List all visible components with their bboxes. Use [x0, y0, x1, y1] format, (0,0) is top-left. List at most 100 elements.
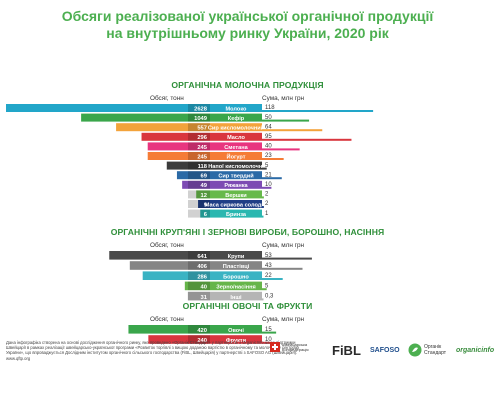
swiss-logo-text: Швейцарська Конфедерація [282, 342, 309, 352]
category-box-grains-3 [210, 271, 262, 280]
category-box-dairy-9 [210, 180, 262, 189]
volume-value-dairy-11: 9 [204, 202, 208, 208]
sum-value-dairy-4: 95 [265, 134, 272, 140]
sum-value-dairy-1: 118 [265, 105, 275, 111]
volume-value-box-dairy-12 [188, 209, 210, 218]
category-label-grains-3: Борошно [223, 274, 249, 280]
organic-standard-text: Органік Стандарт [424, 344, 447, 356]
category-label-dairy-6: Йогурт [227, 152, 246, 160]
volume-value-dairy-8: 69 [201, 174, 208, 180]
sum-value-dairy-7: 5 [265, 163, 269, 169]
volume-value-box-dairy-3 [188, 123, 210, 132]
sum-bar-dairy-10 [262, 196, 264, 199]
sum-value-dairy-6: 23 [265, 153, 272, 159]
category-box-dairy-7 [210, 161, 262, 170]
volume-bar-dairy-10 [196, 190, 210, 199]
volume-bar-grains-5 [187, 291, 210, 301]
category-box-dairy-12 [210, 209, 262, 218]
fibl-logo: FiBL [332, 343, 361, 358]
volume-header-grains: Обсяг, тонн [150, 242, 184, 249]
sum-bar-grains-5 [262, 298, 264, 301]
page-title: Обсяги реалізованої української органічн… [0, 8, 495, 42]
category-box-dairy-2 [210, 113, 262, 122]
volume-value-box-grains-4 [188, 281, 210, 291]
sum-header-vegetables: Сума, млн грн [262, 316, 305, 323]
sum-bar-dairy-3 [262, 129, 323, 132]
safoso-logo: SAFOSO [370, 347, 400, 354]
category-label-vegetables-1: Овочі [228, 328, 244, 334]
sum-bar-dairy-8 [262, 177, 282, 180]
category-label-dairy-2: Кефір [228, 115, 245, 122]
sum-value-grains-5: 0,3 [265, 294, 274, 300]
volume-value-dairy-3: 557 [197, 126, 207, 132]
sum-bar-dairy-9 [262, 186, 272, 189]
category-label-dairy-11: Маса сиркова солодка [205, 202, 268, 208]
title-line-1: Обсяги реалізованої української органічн… [61, 8, 434, 24]
sum-bar-dairy-6 [262, 158, 284, 160]
volume-value-box-dairy-2 [188, 113, 210, 122]
category-label-grains-1: Крупи [228, 254, 245, 260]
sum-bar-dairy-5 [262, 148, 300, 151]
volume-value-dairy-7: 118 [198, 164, 208, 170]
volume-value-grains-5: 31 [201, 295, 208, 301]
volume-value-vegetables-1: 420 [197, 328, 207, 334]
sum-value-dairy-5: 40 [265, 144, 272, 150]
volume-value-grains-4: 40 [201, 285, 207, 291]
volume-bar-dairy-12 [200, 209, 210, 218]
volume-value-dairy-1: 2628 [194, 106, 208, 112]
category-label-vegetables-2: Фрукти [226, 338, 247, 344]
category-box-grains-5 [210, 291, 262, 301]
footer-note: Дана інфографіка створена на основі досл… [6, 340, 300, 361]
sum-value-grains-3: 22 [265, 273, 272, 279]
volume-value-dairy-4: 296 [197, 135, 207, 141]
category-label-dairy-7: Напої кисломолочні [208, 164, 264, 170]
volume-value-box-grains-2 [188, 261, 210, 270]
sum-value-grains-4: 5 [265, 283, 269, 289]
category-box-dairy-1 [210, 104, 262, 112]
volume-bar-grains-1 [109, 251, 210, 260]
sum-bar-vegetables-2 [262, 341, 272, 344]
sum-value-vegetables-2: 10 [265, 337, 272, 343]
volume-bar-dairy-8 [176, 171, 210, 180]
volume-value-dairy-5: 245 [197, 145, 207, 151]
sum-header-grains: Сума, млн грн [262, 242, 305, 249]
section-title-dairy: ОРГАНІЧНА МОЛОЧНА ПРОДУКЦІЯ [171, 80, 324, 90]
sum-bar-grains-2 [262, 267, 303, 270]
sum-value-grains-2: 43 [265, 263, 272, 269]
category-box-grains-1 [210, 251, 262, 260]
volume-bar-vegetables-2 [148, 335, 210, 344]
volume-value-dairy-12: 6 [204, 212, 208, 218]
volume-value-box-grains-3 [188, 271, 210, 280]
category-label-dairy-5: Сметана [224, 145, 248, 151]
volume-value-dairy-6: 245 [197, 154, 207, 160]
volume-bar-vegetables-1 [128, 325, 210, 334]
category-box-dairy-10 [210, 190, 262, 199]
sum-value-dairy-2: 50 [265, 115, 272, 121]
organicinfo-logo: organicinfo [456, 347, 495, 354]
volume-bar-grains-3 [142, 271, 210, 280]
section-title-grains: ОРГАНІЧНІ КРУП'ЯНІ І ЗЕРНОВІ ВИРОБИ, БОР… [110, 227, 385, 237]
category-box-grains-4 [210, 281, 262, 291]
volume-value-box-dairy-10 [188, 190, 210, 199]
category-box-dairy-4 [210, 132, 262, 141]
volume-value-box-dairy-1 [188, 104, 210, 112]
category-label-dairy-12: Бринза [226, 212, 247, 218]
volume-value-grains-2: 406 [197, 264, 207, 270]
category-label-dairy-8: Сир твердий [218, 173, 254, 180]
volume-bar-dairy-3 [116, 123, 210, 132]
category-box-vegetables-1 [210, 325, 262, 334]
category-box-dairy-3 [210, 123, 262, 132]
volume-value-box-dairy-9 [188, 180, 210, 189]
category-label-grains-2: Пластівці [223, 264, 250, 270]
sum-bar-dairy-12 [262, 215, 264, 218]
sum-value-dairy-9: 10 [265, 182, 272, 188]
title-line-2: на внутрішньому ринку України, 2020 рік [106, 25, 389, 41]
volume-bar-dairy-1 [6, 104, 210, 112]
sum-bar-dairy-7 [262, 167, 267, 170]
sum-value-vegetables-1: 15 [265, 327, 272, 333]
volume-value-box-vegetables-2 [188, 335, 210, 344]
sum-value-dairy-12: 1 [265, 211, 269, 217]
category-label-grains-5: Інші [230, 295, 242, 301]
volume-value-box-vegetables-1 [188, 325, 210, 334]
volume-value-dairy-2: 1049 [194, 116, 208, 122]
